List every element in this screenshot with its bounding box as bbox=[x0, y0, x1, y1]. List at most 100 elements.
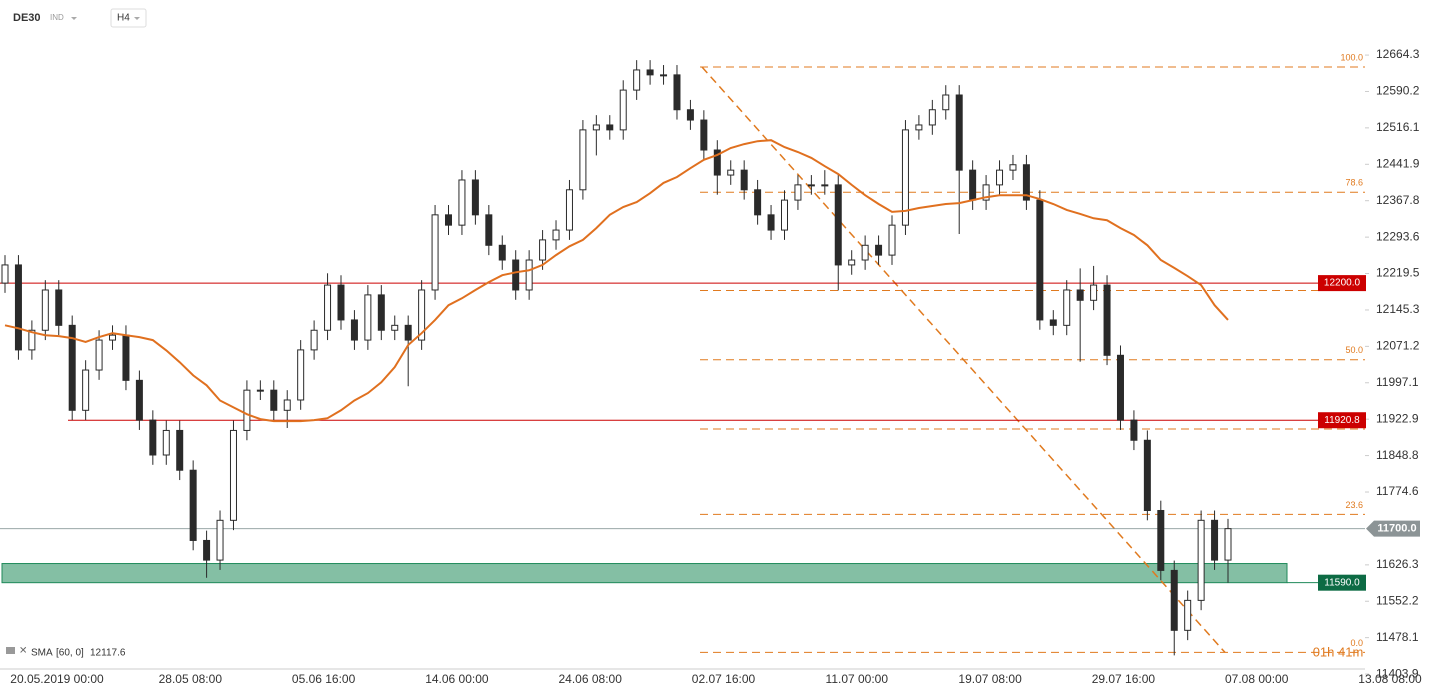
candle-body bbox=[1184, 599, 1192, 631]
candle-body bbox=[955, 94, 963, 171]
candle-body bbox=[875, 244, 883, 256]
candle-body bbox=[646, 69, 654, 76]
candle-body bbox=[418, 289, 426, 341]
candle-body bbox=[1036, 199, 1044, 321]
level-label: 12200.0 bbox=[1324, 278, 1361, 289]
candle-body bbox=[176, 429, 184, 471]
zone-tag bbox=[1318, 574, 1366, 591]
candle-body bbox=[619, 89, 627, 131]
candle-body bbox=[404, 324, 412, 341]
candle-body bbox=[1, 264, 9, 284]
candle-body bbox=[915, 124, 923, 131]
candle-body bbox=[471, 179, 479, 216]
y-tick-label: 11478.1 bbox=[1376, 630, 1419, 644]
candle-body bbox=[512, 259, 520, 291]
candle-body bbox=[203, 539, 211, 561]
legend-value: 12117.6 bbox=[90, 648, 126, 659]
dropdown-caret bbox=[134, 17, 140, 20]
fib-label: 100.0 bbox=[1340, 52, 1363, 62]
x-tick-label: 19.07 08:00 bbox=[958, 672, 1022, 686]
candle-body bbox=[41, 289, 49, 331]
legend-name: SMA bbox=[31, 648, 53, 659]
candle-body bbox=[525, 259, 533, 291]
candle-body bbox=[996, 169, 1004, 186]
legend-close[interactable]: ✕ bbox=[19, 646, 27, 657]
candle-body bbox=[700, 119, 708, 151]
interval-selector[interactable] bbox=[110, 8, 147, 28]
candle-body bbox=[888, 224, 896, 256]
fib-label: 23.6 bbox=[1345, 500, 1363, 510]
current-price-label: 11700.0 bbox=[1377, 523, 1416, 535]
candle-body bbox=[969, 169, 977, 201]
candle-body bbox=[713, 149, 721, 176]
legend-icon[interactable] bbox=[6, 647, 15, 654]
y-tick-label: 11997.1 bbox=[1376, 375, 1419, 389]
candle-body bbox=[660, 74, 668, 77]
legend-params: [60, 0] bbox=[56, 648, 84, 659]
candle-body bbox=[243, 389, 251, 431]
candle-body bbox=[189, 469, 197, 541]
current-price-tag bbox=[1366, 520, 1420, 537]
candle-body bbox=[1022, 164, 1030, 201]
candle-body bbox=[324, 284, 332, 331]
y-tick-label: 12367.8 bbox=[1376, 193, 1420, 207]
candle-body bbox=[229, 429, 237, 521]
candle-body bbox=[283, 399, 291, 411]
candle-body bbox=[754, 189, 762, 216]
candle-body bbox=[740, 169, 748, 191]
candle-body bbox=[498, 244, 506, 261]
y-tick-label: 11922.9 bbox=[1376, 411, 1419, 425]
candle-body bbox=[1009, 164, 1017, 171]
candle-body bbox=[445, 214, 453, 226]
level-tag bbox=[1318, 275, 1366, 292]
candle-body bbox=[1116, 354, 1124, 421]
y-tick-label: 12590.2 bbox=[1376, 84, 1420, 98]
candle-body bbox=[1197, 519, 1205, 601]
x-tick-label: 14.06 00:00 bbox=[425, 672, 489, 686]
candle-body bbox=[848, 259, 856, 266]
candle-body bbox=[270, 389, 278, 411]
candle-body bbox=[982, 184, 990, 201]
y-tick-label: 12145.3 bbox=[1376, 302, 1420, 316]
candle-body bbox=[861, 244, 869, 261]
interval: H4 bbox=[117, 13, 130, 24]
candle-body bbox=[1063, 289, 1071, 326]
y-tick-label: 11774.6 bbox=[1376, 484, 1419, 498]
candle-body bbox=[149, 419, 157, 456]
fib-trend bbox=[701, 66, 1226, 653]
candle-body bbox=[794, 184, 802, 201]
x-tick-label: 02.07 16:00 bbox=[692, 672, 756, 686]
y-tick-label: 12071.2 bbox=[1376, 339, 1420, 353]
x-tick-label: 29.07 16:00 bbox=[1092, 672, 1156, 686]
level-label: 11920.8 bbox=[1324, 415, 1360, 426]
candle-body bbox=[337, 284, 345, 321]
candle-body bbox=[1170, 569, 1178, 631]
x-tick-label: 13.08 08:00 bbox=[1358, 672, 1422, 686]
candle-body bbox=[633, 69, 641, 91]
candle-body bbox=[942, 94, 950, 111]
dropdown-caret[interactable] bbox=[71, 17, 77, 20]
candle-body bbox=[55, 289, 63, 326]
y-tick-label: 12441.9 bbox=[1376, 156, 1420, 170]
candle-body bbox=[673, 74, 681, 111]
candle-body bbox=[928, 109, 936, 126]
y-tick-label: 11848.8 bbox=[1376, 448, 1419, 462]
candle-body bbox=[1143, 439, 1151, 511]
candle-body bbox=[350, 319, 358, 341]
candle-body bbox=[1049, 319, 1057, 326]
candle-body bbox=[95, 339, 103, 371]
candle-body bbox=[377, 294, 385, 331]
candle-body bbox=[310, 329, 318, 351]
y-tick-label: 12293.6 bbox=[1376, 229, 1420, 243]
candle-body bbox=[606, 124, 614, 131]
market: IND bbox=[50, 13, 64, 22]
y-tick-label: 12516.1 bbox=[1376, 120, 1420, 134]
candle-body bbox=[162, 429, 170, 456]
x-tick-label: 11.07 00:00 bbox=[826, 672, 889, 686]
candle-body bbox=[767, 214, 775, 231]
symbol: DE30 bbox=[13, 12, 41, 24]
candle-body bbox=[1090, 284, 1098, 301]
candle-body bbox=[1211, 519, 1219, 561]
candle-body bbox=[539, 239, 547, 261]
